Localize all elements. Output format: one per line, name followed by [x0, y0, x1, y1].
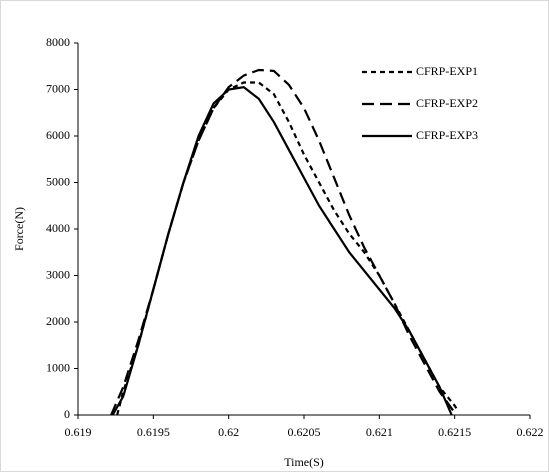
y-tick-label: 6000	[46, 128, 70, 142]
y-tick-label: 4000	[46, 221, 70, 235]
y-tick-label: 5000	[46, 174, 70, 188]
y-tick-label: 1000	[46, 360, 70, 374]
legend-label: CFRP-EXP2	[416, 96, 478, 110]
y-tick-label: 2000	[46, 314, 70, 328]
y-axis-label: Force(N)	[12, 207, 26, 251]
y-tick-label: 0	[64, 407, 70, 421]
y-tick-label: 8000	[46, 35, 70, 49]
y-tick-label: 3000	[46, 267, 70, 281]
x-tick-label: 0.622	[517, 425, 544, 439]
series-line	[111, 86, 453, 416]
legend-label: CFRP-EXP1	[416, 64, 478, 78]
legend-label: CFRP-EXP3	[416, 128, 478, 142]
y-tick-label: 7000	[46, 81, 70, 95]
x-tick-label: 0.621	[366, 425, 393, 439]
x-tick-label: 0.619	[65, 425, 92, 439]
x-tick-label: 0.6195	[137, 425, 170, 439]
x-tick-label: 0.62	[218, 425, 239, 439]
x-tick-label: 0.6205	[288, 425, 321, 439]
x-tick-label: 0.6215	[438, 425, 471, 439]
x-axis-label: Time(S)	[284, 455, 324, 469]
